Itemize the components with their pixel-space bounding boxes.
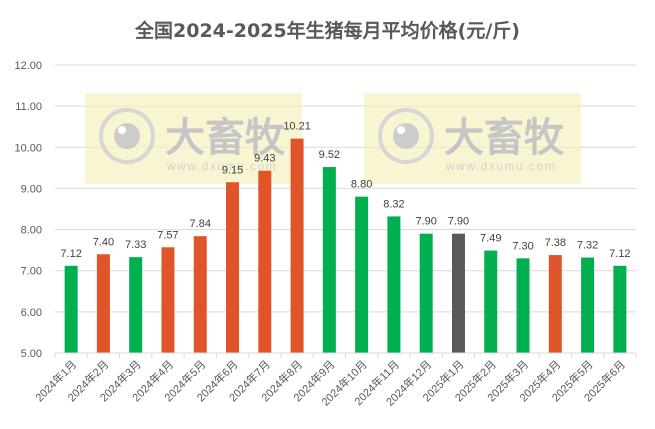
y-tick-label: 9.00 [21,183,42,195]
data-label: 9.15 [222,164,243,176]
data-label: 7.84 [190,218,211,230]
bar [355,196,369,353]
watermark-brand: 大畜牧 [165,116,286,160]
bar [419,233,433,353]
bar [387,216,401,353]
data-label: 7.30 [512,240,533,252]
data-label: 7.49 [480,233,501,245]
bars [64,138,627,353]
data-label: 7.90 [448,216,469,228]
x-axis: 2024年1月2024年2月2024年3月2024年4月2024年5月2024年… [32,352,637,409]
bar [129,257,143,353]
data-label: 7.12 [60,248,81,260]
bar [484,250,498,353]
bar [258,170,272,353]
y-tick-label: 7.00 [21,266,42,278]
eye-logo-icon [378,108,434,164]
data-label: 10.21 [283,121,311,133]
watermark-url: www.dxumu.com [445,159,556,173]
watermark-url: www.dxumu.com [166,159,277,173]
y-tick-label: 6.00 [21,307,42,319]
data-label: 7.38 [545,237,566,249]
data-label: 9.43 [254,153,275,165]
data-label: 7.57 [157,229,178,241]
y-tick-label: 10.00 [14,142,42,154]
chart-title: 全国2024-2025年生猪每月平均价格(元/斤) [135,20,520,42]
bar [613,265,627,353]
bar [548,255,562,353]
bar [322,167,336,353]
bar [193,236,207,353]
bar [226,182,240,353]
bar [64,265,78,353]
gridlines [55,64,636,313]
data-label: 7.90 [415,216,436,228]
data-label: 7.12 [609,248,630,260]
bar [161,247,175,353]
data-label: 7.33 [125,239,146,251]
data-label: 7.40 [93,236,114,248]
y-axis-labels: 5.00 6.00 7.00 8.00 9.00 10.00 11.00 12.00 [14,60,42,360]
y-tick-label: 5.00 [21,348,42,360]
data-label: 8.80 [351,179,372,191]
data-label: 8.32 [383,198,404,210]
data-label: 7.32 [577,240,598,252]
watermark-brand: 大畜牧 [444,116,565,160]
data-labels: 7.12 7.40 7.33 7.57 7.84 9.15 9.43 10.21 9.52 8.8… [60,121,630,260]
bar [290,138,304,353]
data-label: 9.52 [319,149,340,161]
y-tick-label: 11.00 [15,101,42,113]
y-tick-label: 8.00 [21,225,42,237]
bar [516,258,530,353]
bar [451,233,465,353]
y-tick-label: 12.00 [14,60,42,72]
eye-logo-icon [99,108,155,164]
bar [96,254,110,353]
bar [581,257,595,353]
